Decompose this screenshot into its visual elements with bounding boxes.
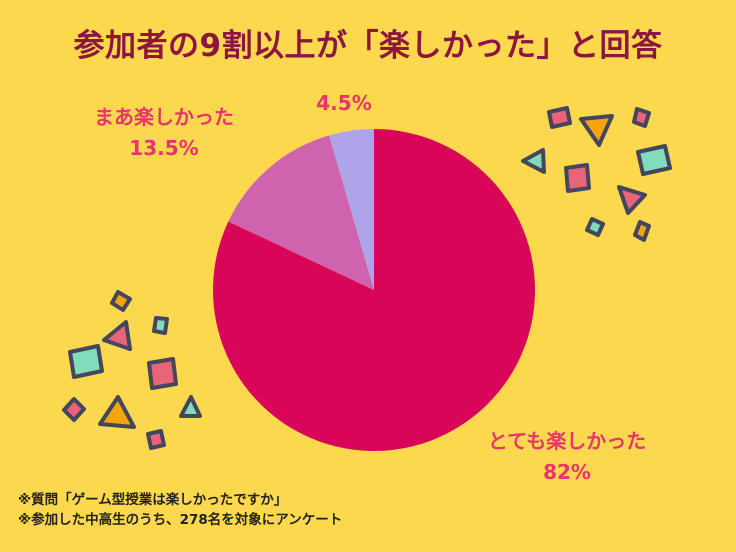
confetti-orange-quad-icon [110, 290, 132, 312]
footnotes: ※質問「ゲーム型授業は楽しかったですか」 ※参加した中高生のうち、278名を対象… [18, 490, 342, 531]
confetti-orange-triangle-icon [579, 114, 614, 147]
footnote-sample: ※参加した中高生のうち、278名を対象にアンケート [18, 511, 343, 528]
confetti-teal-rect-icon [636, 144, 672, 176]
confetti-teal-quad-icon [585, 217, 605, 237]
slice-label-other: 4.5% [296, 88, 392, 119]
confetti-pink-triangle-icon [102, 320, 132, 351]
confetti-pink-quad-icon [547, 106, 572, 129]
slice-label-totemo-tanoshikatta: とても楽しかった 82% [447, 426, 687, 488]
confetti-pink-diamond-icon [62, 397, 86, 422]
confetti-teal-triangle-icon [179, 395, 202, 418]
slice-name: とても楽しかった [487, 429, 647, 453]
slice-label-maa-tanoshikatta: まあ楽しかった 13.5% [58, 102, 270, 164]
pie-slice-2 [329, 129, 374, 290]
confetti-pink-quad-icon [146, 429, 166, 450]
chart-title: 参加者の9割以上が「楽しかった」と回答 [73, 28, 663, 64]
confetti-teal-quad-icon [152, 316, 169, 335]
footnote-question: ※質問「ゲーム型授業は楽しかったですか」 [18, 491, 288, 508]
confetti-teal-rect-icon [68, 344, 104, 379]
confetti-pink-quad-icon [632, 107, 651, 128]
confetti-pink-quad-icon [147, 357, 178, 390]
pie-slice-0 [212, 129, 535, 451]
slice-value: 13.5% [129, 136, 199, 160]
slice-value-other: 4.5% [316, 91, 372, 115]
confetti-pink-quad-icon [564, 163, 591, 193]
confetti-orange-triangle-icon [98, 395, 136, 429]
confetti-teal-triangle-icon [521, 148, 546, 174]
slice-name: まあ楽しかった [94, 105, 234, 129]
slice-value: 82% [543, 460, 591, 484]
confetti-orange-quad-icon [633, 220, 651, 242]
pie-slice-1 [228, 135, 374, 290]
confetti-pink-triangle-icon [617, 185, 647, 215]
